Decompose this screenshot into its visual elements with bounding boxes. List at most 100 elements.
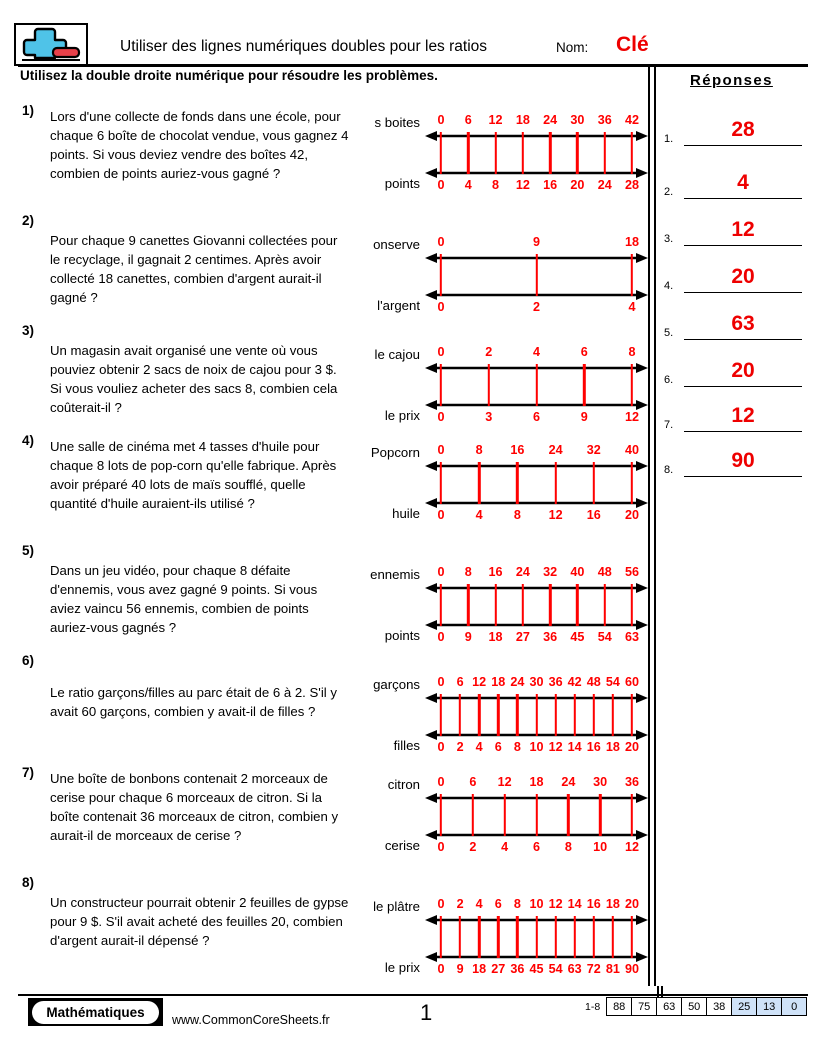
answer-blank-line[interactable] <box>684 291 802 293</box>
number-line-tick <box>516 694 519 736</box>
answer-blank-line[interactable] <box>684 385 802 387</box>
number-line-bottom-value: 16 <box>586 508 601 522</box>
number-line-track: 0 0 8 4 16 8 24 12 32 16 40 20 <box>425 433 648 529</box>
number-line-top-label: garçons <box>373 677 420 692</box>
number-line-top-label: onserve <box>373 237 420 252</box>
number-line-tick <box>554 694 557 736</box>
brand-logo: Mathématiques <box>28 998 163 1026</box>
number-line-bottom-value: 0 <box>437 410 445 424</box>
number-line-tick <box>630 132 634 174</box>
answer-value: 20 <box>731 265 755 288</box>
number-line-bottom-value: 27 <box>491 962 506 976</box>
answer-number: 1. <box>664 133 674 145</box>
answer-blank-line[interactable] <box>684 338 802 340</box>
problem-text: Une boîte de bonbons contenait 2 morceau… <box>50 769 350 845</box>
number-line-bottom-value: 18 <box>488 630 503 644</box>
answer-blank-line[interactable] <box>684 430 802 432</box>
problem-text: Le ratio garçons/filles au parc était de… <box>50 683 350 721</box>
number-line-tick <box>630 916 634 958</box>
answer-row: 7. 12 <box>664 392 804 432</box>
number-line-bottom-value: 8 <box>513 508 521 522</box>
number-line-track: 0 0 6 2 12 4 18 6 24 8 30 10 36 12 <box>425 765 648 861</box>
number-line-top-value: 10 <box>529 897 544 911</box>
number-line-bottom-value: 54 <box>548 962 563 976</box>
number-line-tick <box>439 794 443 836</box>
number-line-tick <box>521 584 525 626</box>
number-line-tick <box>477 462 481 504</box>
double-number-line: le cajou le prix 0 0 2 3 4 6 6 9 8 12 <box>300 335 648 431</box>
number-line-bottom-value: 9 <box>580 410 588 424</box>
score-cell: 88 <box>607 998 633 1015</box>
number-line-tick <box>611 916 615 958</box>
number-line-top-value: 8 <box>464 565 472 579</box>
number-line-top-value: 6 <box>464 113 472 127</box>
number-line-top-value: 0 <box>437 113 445 127</box>
number-line-bottom-value: 4 <box>475 508 483 522</box>
number-line-top-value: 12 <box>488 113 503 127</box>
answer-row: 6. 20 <box>664 347 804 387</box>
number-line-tick <box>467 132 470 174</box>
page-title: Utiliser des lignes numériques doubles p… <box>120 38 488 55</box>
number-line-bottom-value: 2 <box>469 840 477 854</box>
problem-text: Un magasin avait organisé une vente où v… <box>50 341 350 417</box>
number-line-bottom-value: 4 <box>475 740 483 754</box>
number-line-bottom-value: 6 <box>494 740 502 754</box>
number-line-bottom-value: 27 <box>515 630 530 644</box>
number-line-bottom-label: points <box>384 628 420 643</box>
number-line-tick <box>494 584 497 626</box>
answer-value: 63 <box>731 312 755 335</box>
number-line-tick <box>458 694 462 736</box>
double-number-line: citron cerise 0 0 6 2 12 4 18 6 24 8 30 10 36 12 <box>300 765 648 861</box>
number-line-top-value: 24 <box>510 675 525 689</box>
score-cell: 13 <box>757 998 783 1015</box>
page-number: 1 <box>420 1000 433 1025</box>
number-line-bottom-value: 0 <box>437 508 445 522</box>
number-line-top-value: 24 <box>561 775 576 789</box>
column-divider-right <box>654 66 656 986</box>
number-line-bottom-value: 0 <box>437 300 445 314</box>
number-line-top-label: citron <box>387 777 420 792</box>
answer-row: 5. 63 <box>664 300 804 340</box>
number-line-bottom-label: huile <box>392 506 420 521</box>
number-line-tick <box>471 794 475 836</box>
number-line-tick <box>630 694 634 736</box>
number-line-bottom-value: 63 <box>567 962 582 976</box>
number-line-bottom-value: 10 <box>593 840 608 854</box>
number-line-tick <box>477 694 481 736</box>
number-line-top-value: 36 <box>624 775 640 789</box>
answer-blank-line[interactable] <box>684 475 802 477</box>
number-line-tick <box>554 462 557 504</box>
number-line-top-value: 0 <box>437 775 445 789</box>
problem-text: Une salle de cinéma met 4 tasses d'huile… <box>50 437 350 513</box>
answer-number: 8. <box>664 464 674 476</box>
instructions-text: Utilisez la double droite numérique pour… <box>20 68 438 83</box>
problem-text: Pour chaque 9 canettes Giovanni collecté… <box>50 231 350 307</box>
number-line-top-value: 0 <box>437 443 445 457</box>
number-line-tick <box>439 254 443 296</box>
number-line-tick <box>439 916 443 958</box>
number-line-tick <box>497 694 500 736</box>
number-line-track: 0 0 8 9 16 18 24 27 32 36 40 45 48 54 56 63 <box>425 555 648 651</box>
number-line-top-value: 12 <box>548 897 563 911</box>
answer-blank-line[interactable] <box>684 144 802 146</box>
number-line-tick <box>576 132 579 174</box>
number-line-top-value: 0 <box>437 345 445 359</box>
number-line-top-value: 48 <box>586 675 601 689</box>
number-line-top-value: 24 <box>543 113 558 127</box>
number-line-top-value: 60 <box>624 675 640 689</box>
number-line-bottom-value: 16 <box>586 740 601 754</box>
answer-blank-line[interactable] <box>684 244 802 246</box>
number-line-bottom-label: l'argent <box>377 298 420 313</box>
number-line-bottom-value: 90 <box>624 962 640 976</box>
score-cell: 63 <box>657 998 683 1015</box>
number-line-top-value: 14 <box>567 897 582 911</box>
answer-blank-line[interactable] <box>684 197 802 199</box>
number-line-tick <box>630 254 634 296</box>
number-line-top-value: 48 <box>597 565 612 579</box>
plus-minus-logo-icon <box>14 23 88 66</box>
number-line-tick <box>592 462 595 504</box>
score-cell: 50 <box>682 998 708 1015</box>
problem-number: 7) <box>22 765 35 780</box>
number-line-bottom-value: 12 <box>624 840 640 854</box>
score-cell: 75 <box>632 998 658 1015</box>
